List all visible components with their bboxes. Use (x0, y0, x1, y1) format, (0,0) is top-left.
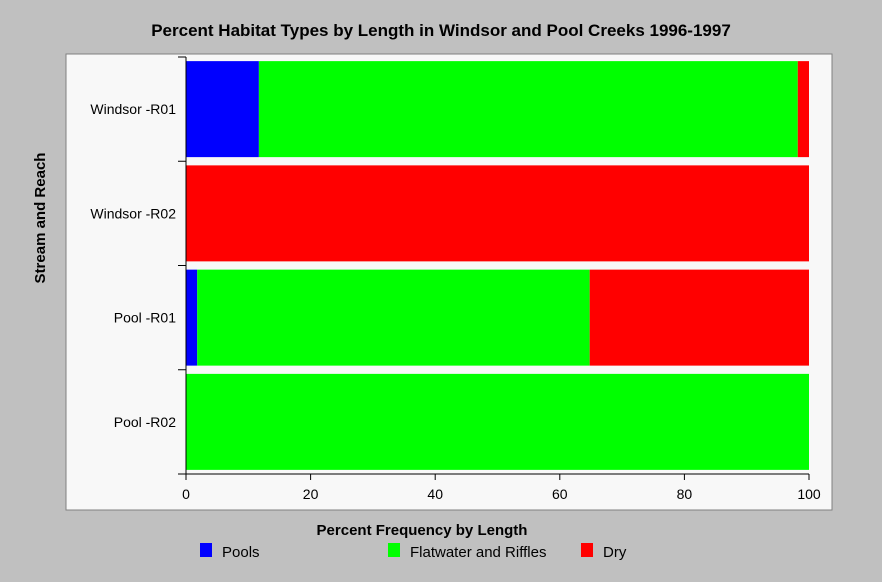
legend: Pools Flatwater and Riffles Dry (200, 543, 627, 561)
bar-1-3 (797, 61, 809, 158)
y-tick-label: Windsor -R01 (90, 101, 176, 117)
legend-swatch-3 (581, 543, 593, 557)
x-tick-label: 40 (427, 486, 443, 502)
bar-2-3 (186, 165, 809, 262)
bars-group (186, 61, 809, 470)
chart-title: Percent Habitat Types by Length in Winds… (151, 21, 731, 40)
x-tick-label: 20 (303, 486, 319, 502)
y-tick-label: Windsor -R02 (90, 205, 176, 221)
bar-3-3 (589, 269, 809, 366)
bar-1-1 (186, 61, 259, 158)
x-tick-label: 60 (552, 486, 568, 502)
legend-label-3: Dry (603, 544, 627, 561)
legend-swatch-2 (388, 543, 400, 557)
bar-4-2 (186, 373, 809, 470)
x-tick-label: 100 (797, 486, 821, 502)
legend-swatch-1 (200, 543, 212, 557)
bar-3-2 (197, 269, 590, 366)
y-tick-label: Pool -R02 (114, 414, 176, 430)
x-tick-label: 0 (182, 486, 190, 502)
y-tick-label: Pool -R01 (114, 310, 176, 326)
y-axis-title: Stream and Reach (32, 153, 49, 284)
x-axis-title: Percent Frequency by Length (317, 522, 528, 539)
axes-group: Windsor -R01 Windsor -R02 Pool -R01 Pool -R… (90, 56, 821, 502)
x-tick-label: 80 (677, 486, 693, 502)
bar-1-2 (258, 61, 798, 158)
legend-label-1: Pools (222, 544, 260, 561)
bar-3-1 (186, 269, 198, 366)
legend-label-2: Flatwater and Riffles (410, 544, 546, 561)
